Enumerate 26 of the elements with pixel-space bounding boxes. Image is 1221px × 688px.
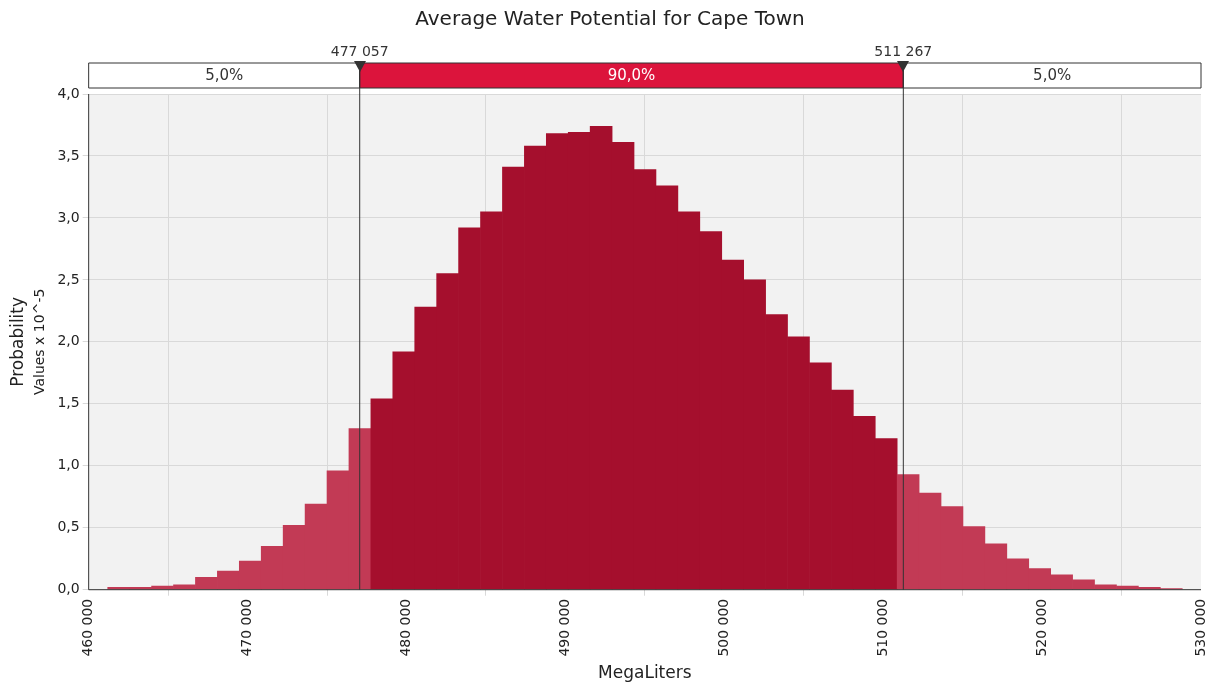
ref-line-label: 477 057 xyxy=(330,42,389,59)
x-tick-label: 490 000 xyxy=(556,598,573,657)
y-tick-label: 3,5 xyxy=(57,146,80,163)
x-tick-label: 530 000 xyxy=(1191,598,1208,657)
x-tick-label: 500 000 xyxy=(714,598,731,657)
y-tick-label: 0,0 xyxy=(57,580,80,597)
text: Values x 10^-5 xyxy=(30,288,47,396)
y-axis-title: Probability xyxy=(6,296,27,387)
ref-line-label: 511 267 xyxy=(874,42,933,59)
y-tick-label: 2,5 xyxy=(57,270,80,287)
y-tick-label: 4,0 xyxy=(57,84,80,101)
x-tick-label: 520 000 xyxy=(1032,598,1049,657)
x-tick-label: 480 000 xyxy=(397,598,414,657)
x-axis-title: MegaLiters xyxy=(598,662,692,683)
text: 5,0% xyxy=(1033,66,1072,85)
y-tick-label: 1,5 xyxy=(57,394,80,411)
x-tick-label: 460 000 xyxy=(79,598,96,657)
y-tick-label: 2,0 xyxy=(57,332,80,349)
x-tick-label: 510 000 xyxy=(873,598,890,657)
text: 90,0% xyxy=(607,66,656,85)
y-tick-label: 0,5 xyxy=(57,518,80,535)
y-tick-label: 3,0 xyxy=(57,208,80,225)
chart-title: Average Water Potential for Cape Town xyxy=(415,6,805,31)
x-tick-label: 470 000 xyxy=(238,598,255,657)
y-tick-label: 1,0 xyxy=(57,456,80,473)
text: 5,0% xyxy=(205,66,244,85)
